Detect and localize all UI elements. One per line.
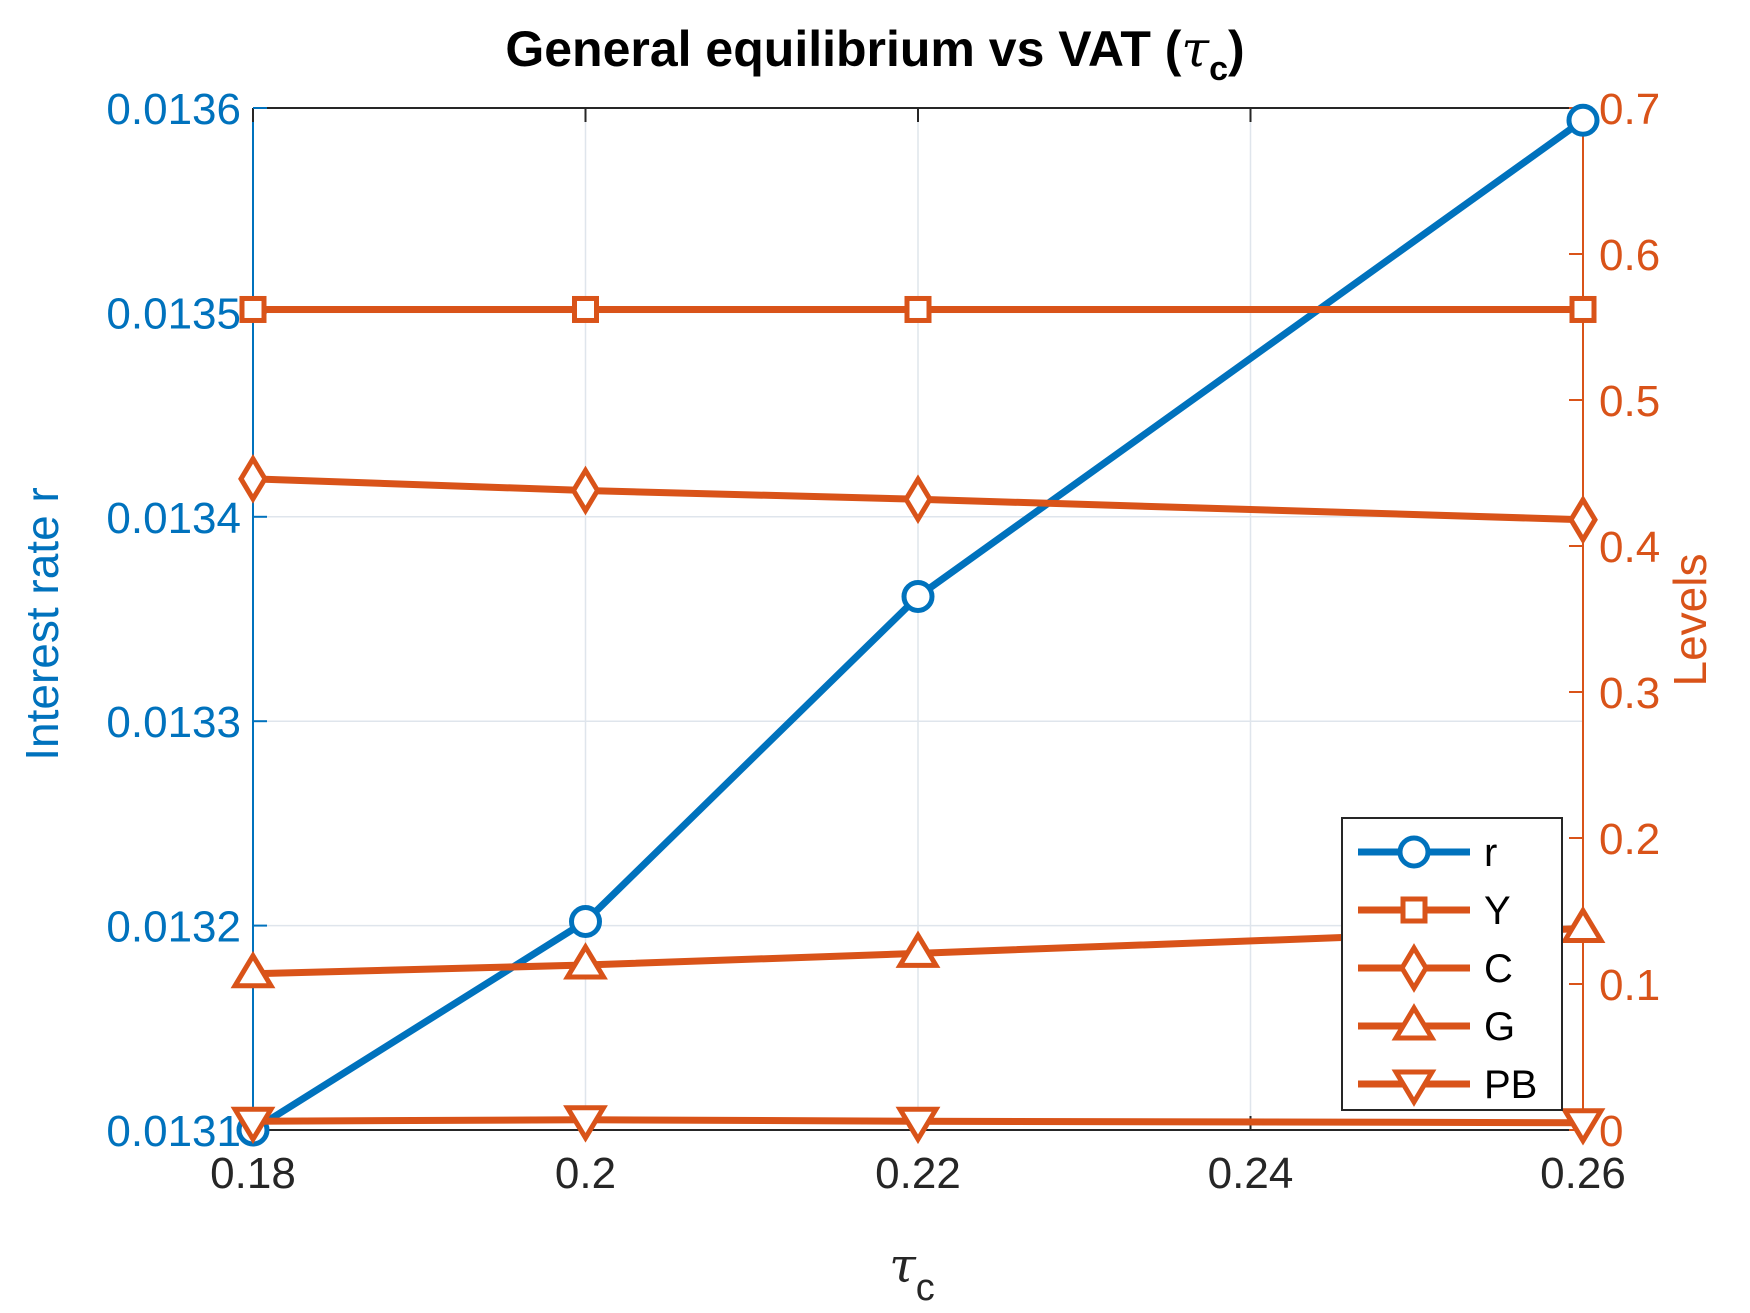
legend-entry-Y: Y (1358, 889, 1511, 933)
series-layer (230, 103, 1606, 1147)
x-tick-label: 0.22 (875, 1149, 961, 1198)
data-point-Y (1569, 295, 1597, 323)
y-right-tick-label: 0.7 (1599, 85, 1660, 134)
series-line-G (252, 925, 1584, 978)
legend-entry-C: C (1358, 943, 1513, 993)
data-point-r (901, 580, 935, 614)
data-point-Y (904, 295, 932, 323)
x-tick-label: 0.18 (210, 1149, 296, 1198)
y-left-tick-label: 0.0135 (106, 289, 241, 338)
data-point-r (569, 905, 602, 939)
y-axis-right-label: Levels (1664, 554, 1716, 687)
data-point-C (903, 474, 933, 525)
y-right-tick-label: 0.6 (1599, 231, 1660, 280)
y-right-tick-label: 0.4 (1599, 523, 1660, 572)
y-right-tick-label: 0.1 (1599, 961, 1660, 1010)
y-left-tick-label: 0.0133 (106, 698, 241, 747)
data-point-C (570, 465, 601, 516)
series-G (230, 905, 1606, 989)
chart-title: General equilibrium vs VAT (τc) (505, 20, 1244, 88)
x-tick-label: 0.26 (1540, 1149, 1626, 1198)
legend-label: PB (1484, 1063, 1537, 1107)
data-point-r (1566, 103, 1600, 137)
legend-entry-G: G (1358, 1003, 1515, 1049)
data-point-G (563, 942, 608, 980)
data-point-Y (239, 295, 267, 323)
legend-entry-PB: PB (1358, 1063, 1537, 1107)
legend-marker (1399, 943, 1429, 993)
legend-marker (1397, 835, 1431, 869)
series-Y (239, 295, 1597, 323)
legend-box (1341, 817, 1563, 1111)
data-point-PB (563, 1105, 608, 1143)
legend-label: G (1484, 1005, 1515, 1049)
legend-marker (1400, 896, 1428, 924)
legend-label: r (1484, 831, 1497, 875)
series-line-C (252, 475, 1584, 524)
y-right-tick-label: 0.5 (1599, 377, 1660, 426)
data-point-PB (1560, 1108, 1606, 1146)
series-C (238, 453, 1598, 545)
series-line-r (251, 117, 1586, 1133)
y-right-tick-label: 0.2 (1599, 815, 1660, 864)
y-left-tick-label: 0.0134 (106, 494, 241, 543)
y-right-tick-label: 0 (1599, 1107, 1623, 1156)
data-point-G (230, 950, 276, 989)
x-axis-label: τc (889, 1238, 935, 1309)
legend-label: Y (1484, 889, 1511, 933)
data-point-PB (230, 1106, 276, 1145)
legend-marker (1391, 1069, 1437, 1107)
x-tick-label: 0.2 (555, 1149, 616, 1198)
data-point-Y (572, 295, 599, 323)
data-point-G (895, 930, 941, 968)
x-tick-label: 0.24 (1208, 1149, 1294, 1198)
y-left-tick-label: 0.0132 (106, 903, 241, 952)
data-point-C (238, 453, 268, 504)
y-left-tick-label: 0.0131 (106, 1107, 241, 1156)
legend-entry-r: r (1358, 831, 1497, 875)
data-point-G (1560, 905, 1606, 944)
series-line-PB (252, 1116, 1584, 1127)
y-right-tick-label: 0.3 (1599, 669, 1660, 718)
series-PB (230, 1105, 1606, 1146)
tick-labels: 0.18 0.2 0.22 0.24 0.26 0.0131 0.0132 0.0133 0.0… (106, 85, 1660, 1198)
data-point-C (1568, 494, 1598, 545)
legend-label: C (1484, 947, 1513, 991)
y-axis-left-label: Interest rate r (16, 487, 68, 761)
legend-marker (1391, 1003, 1437, 1041)
data-point-PB (895, 1106, 941, 1145)
y-left-tick-label: 0.0136 (106, 85, 241, 134)
